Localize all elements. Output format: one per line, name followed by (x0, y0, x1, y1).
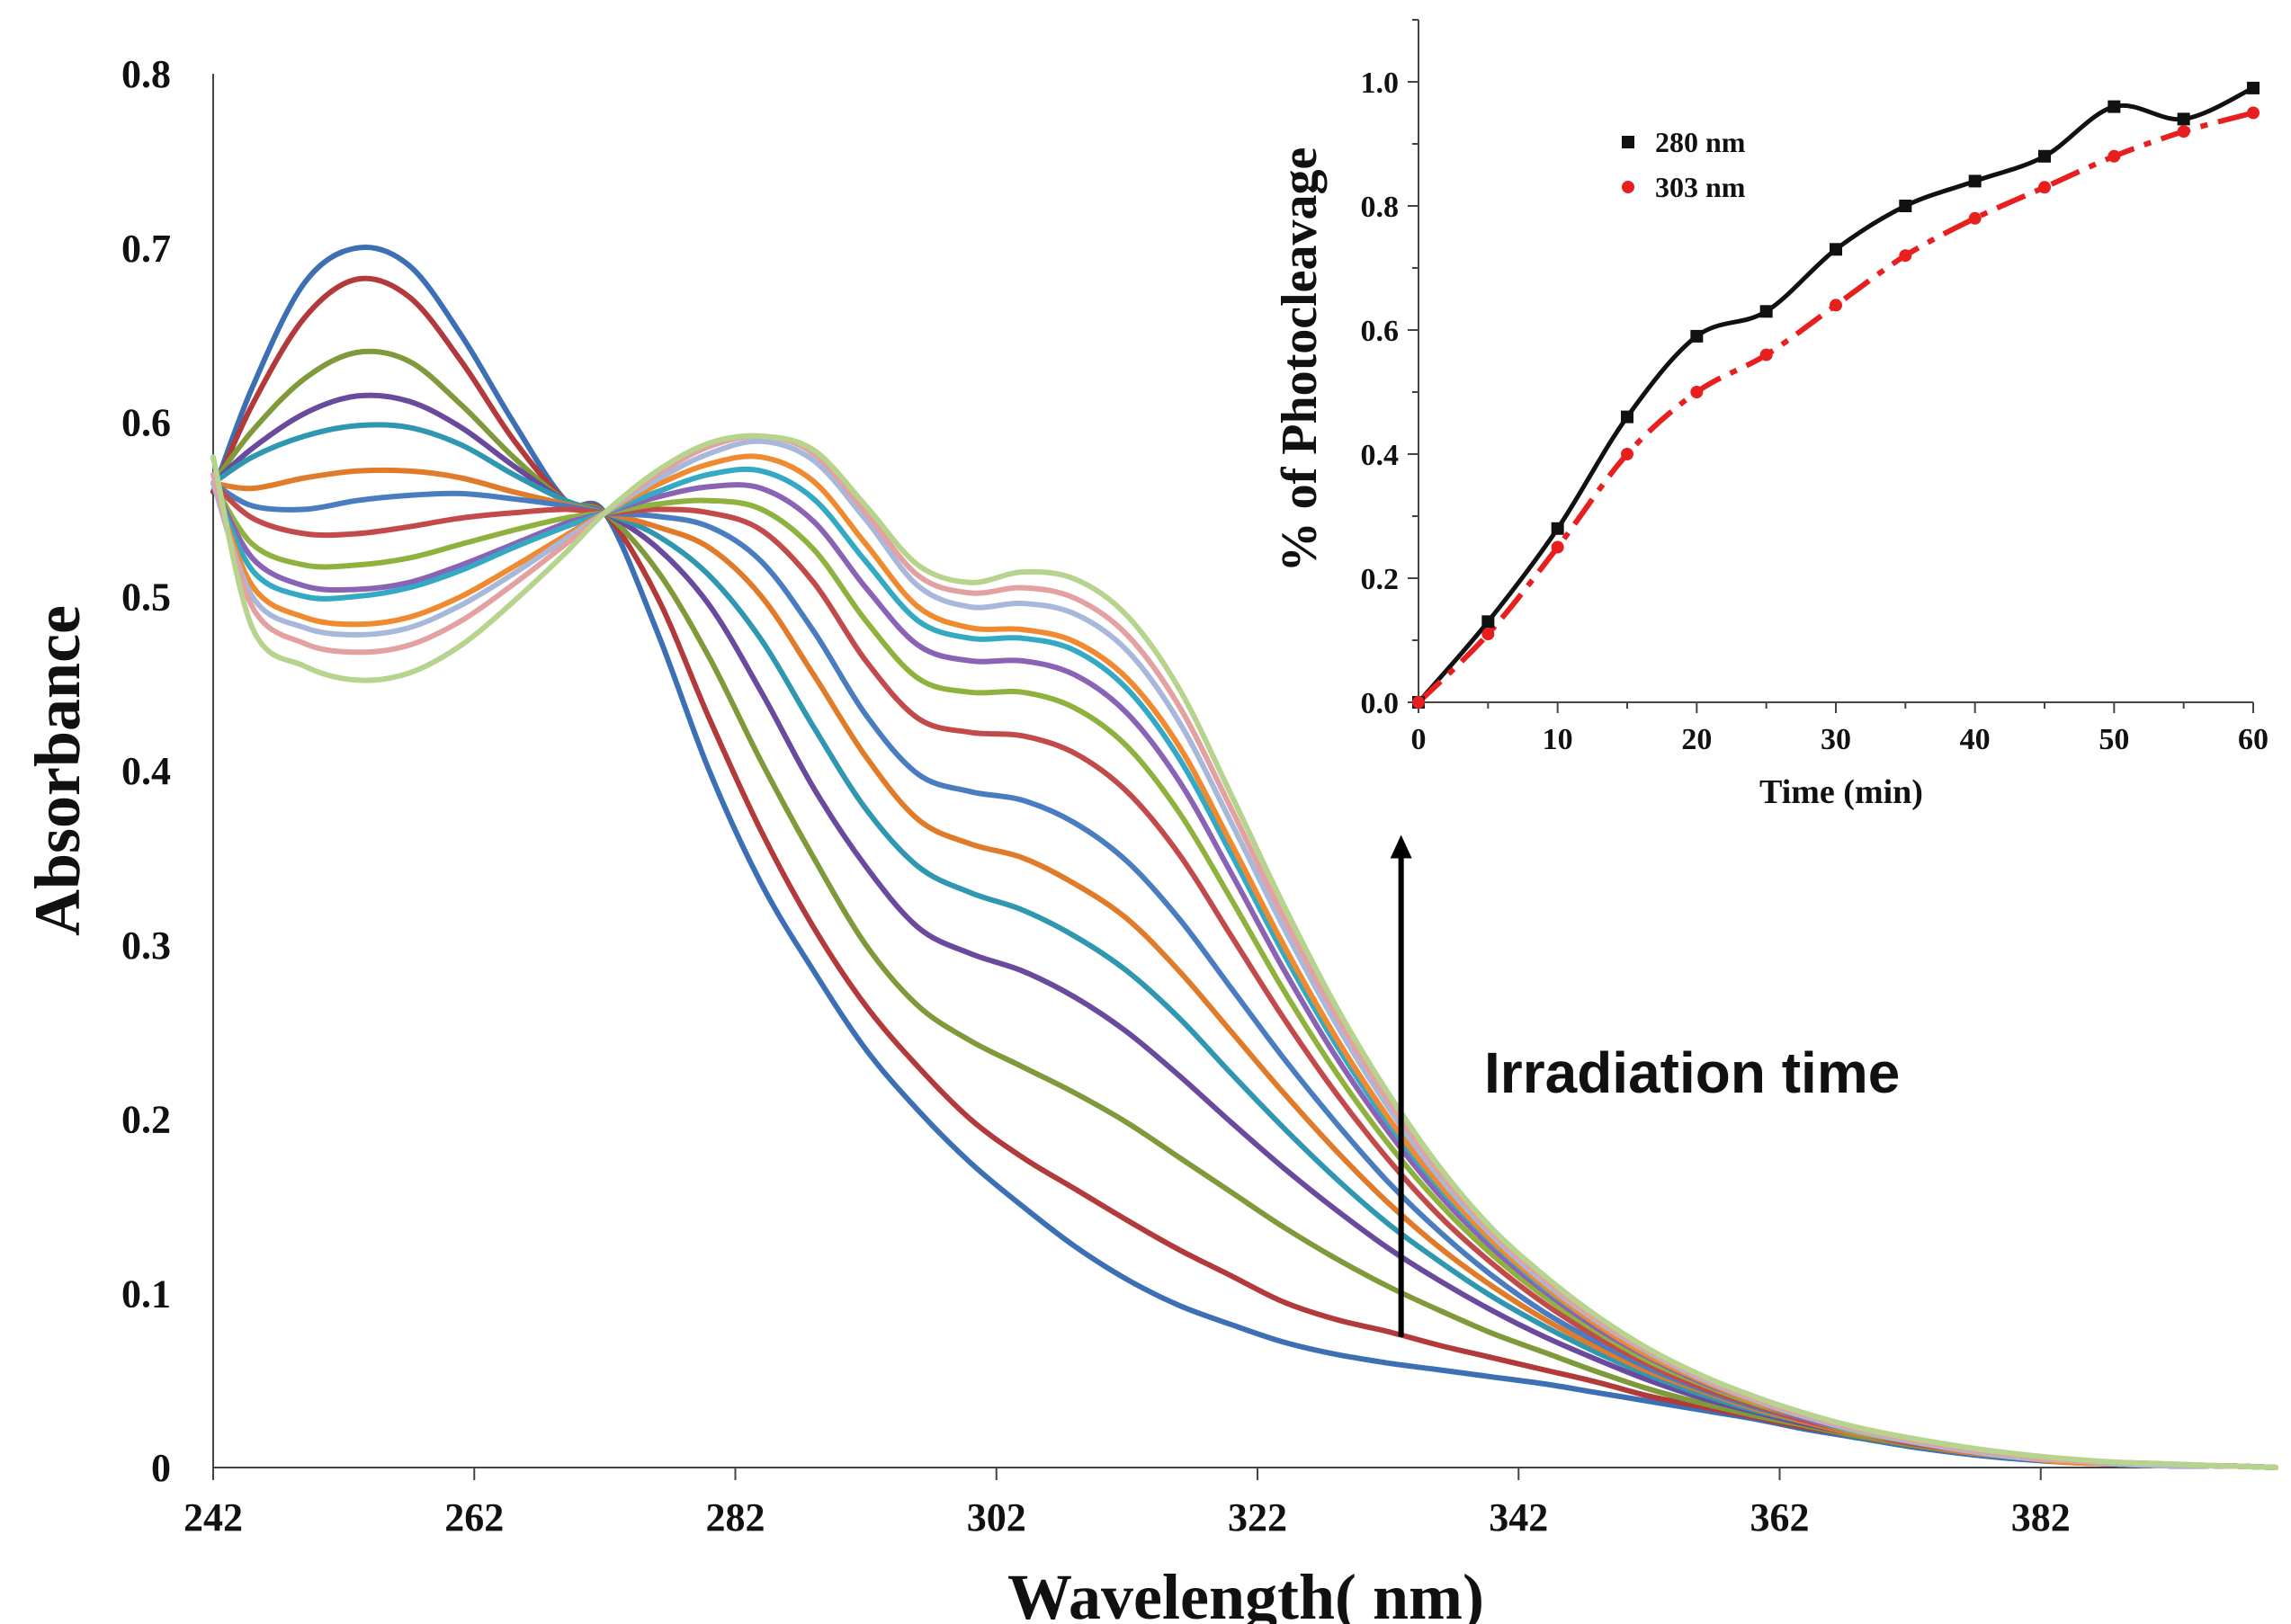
inset-point-303nm (1621, 448, 1633, 460)
inset-x-tick-label: 60 (2238, 723, 2269, 756)
main-y-tick-label: 0.8 (121, 52, 171, 96)
main-x-tick-label: 322 (1228, 1495, 1287, 1539)
inset-point-303nm (1551, 540, 1564, 554)
main-absorbance-chart: 242 262 282 302 322 342 362 382 0 0.1 0.2 0.3 0.4 0.… (22, 52, 2278, 1624)
inset-x-tick-label: 50 (2099, 723, 2129, 756)
main-y-tick-label: 0.6 (121, 401, 171, 445)
inset-point-280nm (2177, 112, 2190, 126)
inset-y-ticks: 0.0 0.2 0.4 0.6 0.8 1.0 (1361, 19, 1418, 720)
inset-point-280nm (1830, 243, 1842, 256)
inset-point-303nm (2177, 125, 2190, 138)
main-y-tick-label: 0 (151, 1446, 171, 1490)
inset-point-280nm (1481, 615, 1495, 629)
inset-point-280nm (1759, 305, 1773, 318)
legend-label: 280 nm (1655, 126, 1746, 158)
main-x-tick-label: 362 (1750, 1495, 1810, 1539)
main-series-lines (210, 245, 2278, 1470)
inset-x-tick-label: 40 (1960, 723, 1991, 756)
inset-point-303nm (1968, 211, 1982, 225)
inset-y-tick-label: 0.2 (1361, 563, 1400, 596)
absorbance-series-15 (210, 433, 2278, 1470)
inset-x-tick-label: 30 (1821, 723, 1851, 756)
inset-point-303nm (2108, 149, 2121, 163)
main-y-axis-title: Absorbance (22, 605, 94, 936)
main-y-tick-label: 0.1 (121, 1272, 171, 1316)
inset-point-303nm (2038, 181, 2051, 194)
irradiation-arrow-head (1390, 834, 1412, 859)
inset-point-303nm (2247, 106, 2260, 120)
legend-marker-circle (1622, 181, 1634, 193)
inset-point-303nm (1412, 696, 1425, 709)
legend-marker-square (1622, 136, 1634, 148)
inset-x-tick-label: 20 (1681, 723, 1712, 756)
inset-photocleavage-chart: 0 10 20 30 40 50 60 0.0 0.2 0.4 0.6 0.8 1.0 280 nm 3… (1272, 19, 2269, 811)
inset-point-303nm (1481, 628, 1495, 641)
main-y-tick-label: 0.7 (121, 227, 171, 271)
main-x-tick-label: 302 (967, 1495, 1026, 1539)
inset-y-tick-label: 0.0 (1361, 687, 1400, 720)
inset-point-280nm (1899, 200, 1912, 212)
inset-point-280nm (1621, 410, 1633, 424)
irradiation-time-label: Irradiation time (1484, 1040, 1900, 1105)
main-x-axis-title: Wavelength( nm) (1007, 1561, 1484, 1624)
inset-y-tick-label: 1.0 (1361, 67, 1400, 100)
inset-point-280nm (2038, 149, 2051, 163)
legend-label: 303 nm (1655, 171, 1746, 203)
inset-y-tick-label: 0.8 (1361, 191, 1400, 224)
inset-point-280nm (1551, 522, 1564, 535)
inset-point-280nm (1690, 329, 1704, 343)
main-y-tick-label: 0.3 (121, 924, 171, 968)
main-x-tick-label: 342 (1489, 1495, 1548, 1539)
inset-point-280nm (1968, 174, 1982, 188)
inset-y-tick-label: 0.6 (1361, 315, 1400, 348)
main-x-tick-label: 242 (183, 1495, 243, 1539)
inset-point-303nm (1759, 348, 1773, 361)
main-x-tick-label: 382 (2011, 1495, 2071, 1539)
main-x-tick-labels: 242 262 282 302 322 342 362 382 (183, 1468, 2071, 1539)
main-x-tick-label: 282 (706, 1495, 765, 1539)
inset-point-303nm (1830, 299, 1842, 312)
inset-legend: 280 nm 303 nm (1622, 126, 1746, 203)
main-x-tick-label: 262 (444, 1495, 504, 1539)
inset-y-axis-title: % of Photocleavage (1272, 147, 1328, 573)
inset-y-tick-label: 0.4 (1361, 439, 1400, 472)
inset-x-ticks: 0 10 20 30 40 50 60 (1411, 702, 2269, 756)
main-y-tick-label: 0.4 (121, 749, 171, 793)
inset-point-303nm (1899, 249, 1912, 263)
main-y-tick-label: 0.2 (121, 1098, 171, 1142)
inset-data-points (1412, 81, 2260, 709)
inset-point-280nm (2247, 81, 2260, 94)
inset-point-303nm (1690, 386, 1704, 398)
inset-x-tick-label: 10 (1543, 723, 1573, 756)
inset-x-axis-title: Time (min) (1759, 773, 1923, 811)
inset-point-280nm (2108, 100, 2121, 113)
main-y-tick-label: 0.5 (121, 575, 171, 619)
inset-x-tick-label: 0 (1411, 723, 1427, 756)
main-y-tick-labels: 0 0.1 0.2 0.3 0.4 0.5 0.6 0.7 0.8 (121, 52, 171, 1490)
